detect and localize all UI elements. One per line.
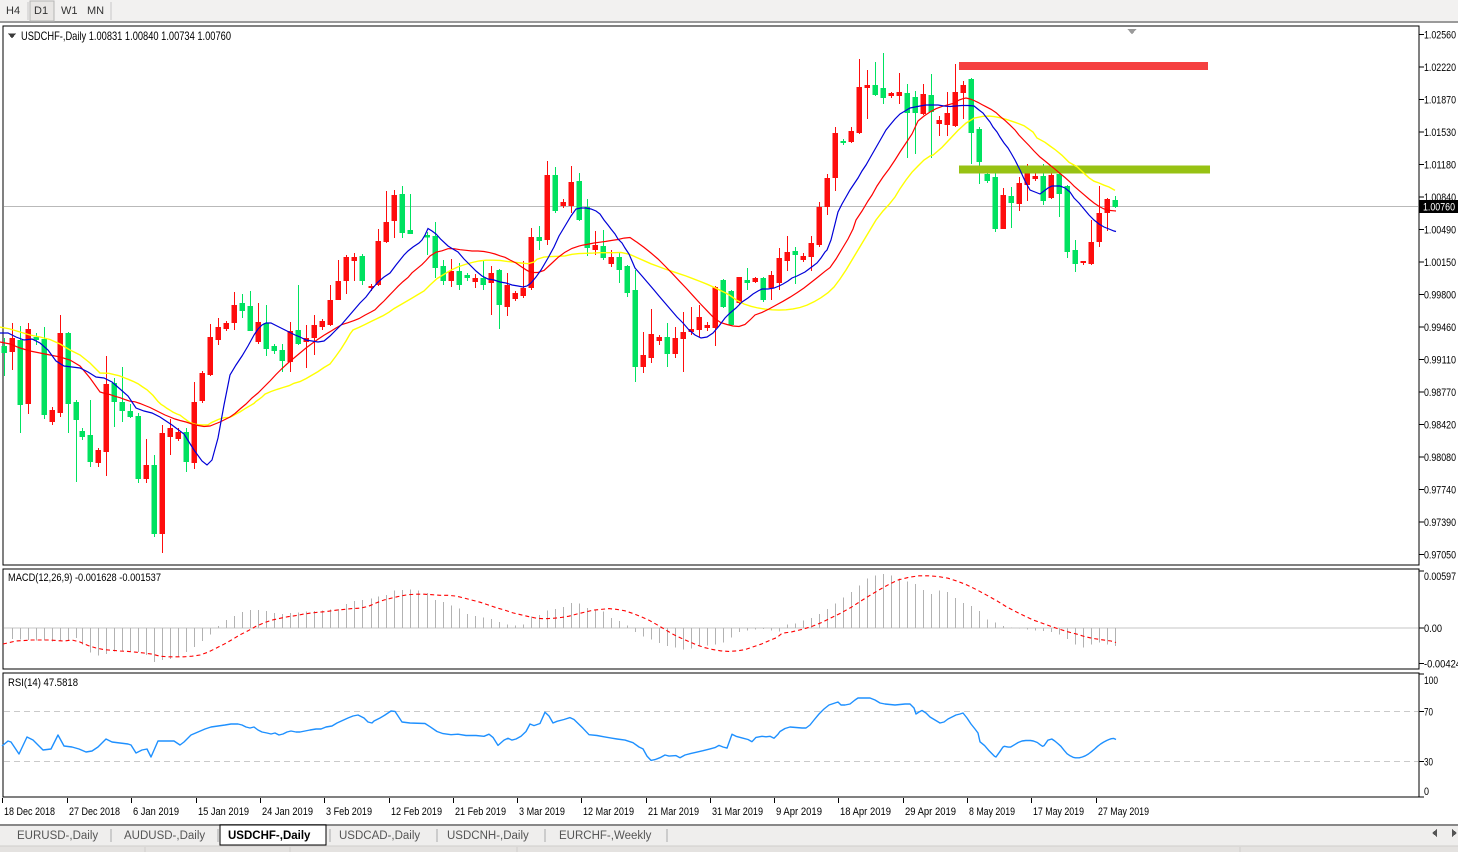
svg-text:100: 100 [1424,675,1438,687]
svg-text:0.98080: 0.98080 [1424,452,1456,464]
svg-text:17 May 2019: 17 May 2019 [1033,806,1084,818]
svg-text:0.00597: 0.00597 [1424,571,1456,583]
svg-text:3 Feb 2019: 3 Feb 2019 [326,806,372,818]
svg-text:EURCHF-,Weekly: EURCHF-,Weekly [559,830,652,842]
svg-text:RSI(14) 47.5818: RSI(14) 47.5818 [8,677,78,689]
svg-text:8 May 2019: 8 May 2019 [969,806,1015,818]
svg-text:1.01530: 1.01530 [1424,127,1456,139]
svg-text:1.00490: 1.00490 [1424,225,1456,237]
svg-text:EURUSD-,Daily: EURUSD-,Daily [17,830,98,842]
svg-text:0.97390: 0.97390 [1424,517,1456,529]
svg-text:0.99110: 0.99110 [1424,355,1456,367]
svg-text:15 Jan 2019: 15 Jan 2019 [198,806,249,818]
svg-text:0.98770: 0.98770 [1424,387,1456,399]
svg-text:18 Apr 2019: 18 Apr 2019 [840,806,891,818]
svg-text:0.98420: 0.98420 [1424,420,1456,432]
svg-text:1.00760: 1.00760 [1423,202,1455,214]
svg-text:9 Apr 2019: 9 Apr 2019 [776,806,822,818]
svg-text:0.99460: 0.99460 [1424,322,1456,334]
svg-text:30: 30 [1424,757,1433,769]
svg-text:1.00150: 1.00150 [1424,257,1456,269]
svg-text:21 Mar 2019: 21 Mar 2019 [648,806,699,818]
svg-text:-0.00424: -0.00424 [1424,658,1458,670]
svg-text:12 Mar 2019: 12 Mar 2019 [583,806,634,818]
svg-text:3 Mar 2019: 3 Mar 2019 [519,806,565,818]
svg-text:6 Jan 2019: 6 Jan 2019 [133,806,179,818]
svg-text:H4: H4 [6,5,20,17]
svg-text:12 Feb 2019: 12 Feb 2019 [391,806,442,818]
svg-text:18 Dec 2018: 18 Dec 2018 [4,806,55,818]
svg-text:1.02560: 1.02560 [1424,30,1456,42]
svg-text:0.97740: 0.97740 [1424,485,1456,497]
svg-text:70: 70 [1424,707,1433,719]
svg-text:USDCHF-,Daily 1.00831 1.00840: USDCHF-,Daily 1.00831 1.00840 1.00734 1.… [21,29,231,43]
svg-text:31 Mar 2019: 31 Mar 2019 [712,806,763,818]
svg-text:24 Jan 2019: 24 Jan 2019 [262,806,313,818]
svg-text:D1: D1 [34,5,48,17]
svg-text:W1: W1 [61,5,78,17]
svg-text:USDCHF-,Daily: USDCHF-,Daily [228,830,311,842]
svg-text:USDCNH-,Daily: USDCNH-,Daily [447,830,529,842]
svg-text:0.00: 0.00 [1424,623,1442,635]
svg-text:21 Feb 2019: 21 Feb 2019 [455,806,506,818]
svg-text:MN: MN [87,5,104,17]
svg-text:1.01180: 1.01180 [1424,160,1456,172]
svg-text:USDCAD-,Daily: USDCAD-,Daily [339,830,420,842]
svg-text:1.01870: 1.01870 [1424,95,1456,107]
svg-text:27 Dec 2018: 27 Dec 2018 [69,806,120,818]
svg-text:0.97050: 0.97050 [1424,550,1456,562]
svg-text:29 Apr 2019: 29 Apr 2019 [905,806,956,818]
svg-text:0: 0 [1424,786,1429,798]
svg-text:AUDUSD-,Daily: AUDUSD-,Daily [124,830,205,842]
svg-text:0.99800: 0.99800 [1424,290,1456,302]
svg-text:27 May 2019: 27 May 2019 [1098,806,1149,818]
svg-text:MACD(12,26,9) -0.001628 -0.001: MACD(12,26,9) -0.001628 -0.001537 [8,572,161,584]
svg-text:1.02220: 1.02220 [1424,62,1456,74]
